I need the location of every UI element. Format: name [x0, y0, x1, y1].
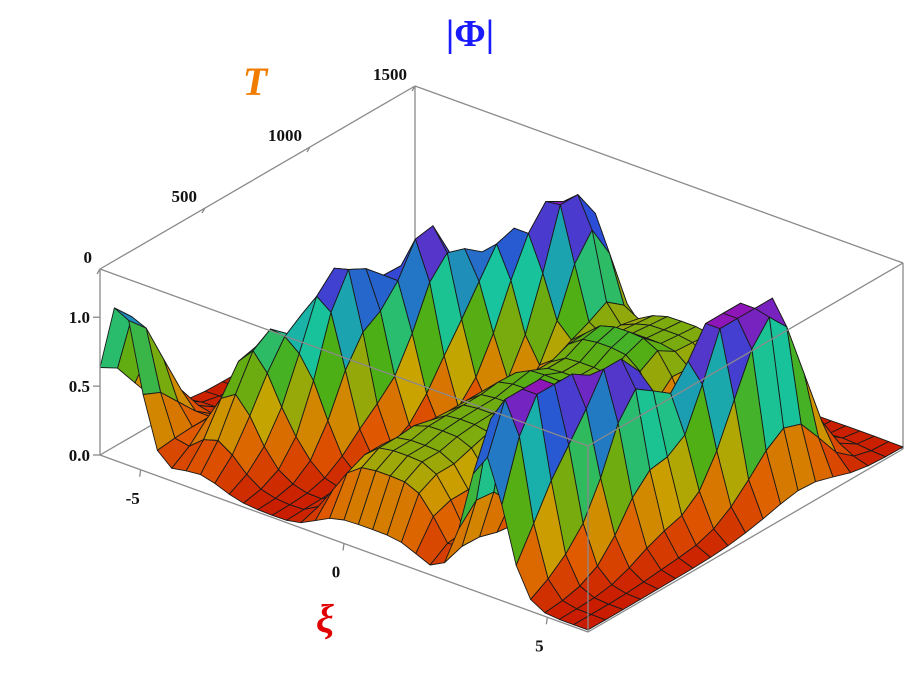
x-tick-label: -5 [126, 489, 140, 508]
surface-patch [573, 614, 606, 631]
z-axis-ticks: 0.0 0.5 1.0 [69, 308, 100, 465]
y-tick-mark [306, 146, 311, 153]
y-tick-label: 0 [84, 248, 93, 267]
x-tick-mark [545, 617, 548, 625]
z-tick-label: 0.5 [69, 377, 90, 396]
surface-mesh [99, 194, 904, 631]
x-axis-ticks: -5 0 5 [126, 469, 548, 655]
y-axis-title: T [243, 59, 269, 104]
box-edge [587, 448, 904, 633]
box-edge [414, 85, 904, 264]
box-edge [587, 262, 904, 447]
box-edge [99, 85, 416, 270]
y-tick-mark [411, 85, 416, 92]
box-edge [99, 268, 589, 447]
chart-title: |Φ| [446, 13, 494, 55]
x-tick-mark [139, 469, 142, 477]
x-axis-title: ξ [316, 596, 334, 641]
z-tick-label: 0.0 [69, 446, 90, 465]
y-tick-mark [96, 268, 101, 275]
y-tick-label: 1000 [268, 126, 302, 145]
y-tick-mark [201, 207, 206, 214]
x-tick-label: 5 [535, 636, 544, 655]
x-tick-label: 0 [332, 563, 341, 582]
y-tick-label: 500 [172, 187, 198, 206]
y-axis-ticks: 0 500 1000 1500 [84, 65, 416, 275]
x-tick-mark [342, 543, 345, 551]
z-tick-label: 1.0 [69, 308, 90, 327]
y-tick-label: 1500 [373, 65, 407, 84]
